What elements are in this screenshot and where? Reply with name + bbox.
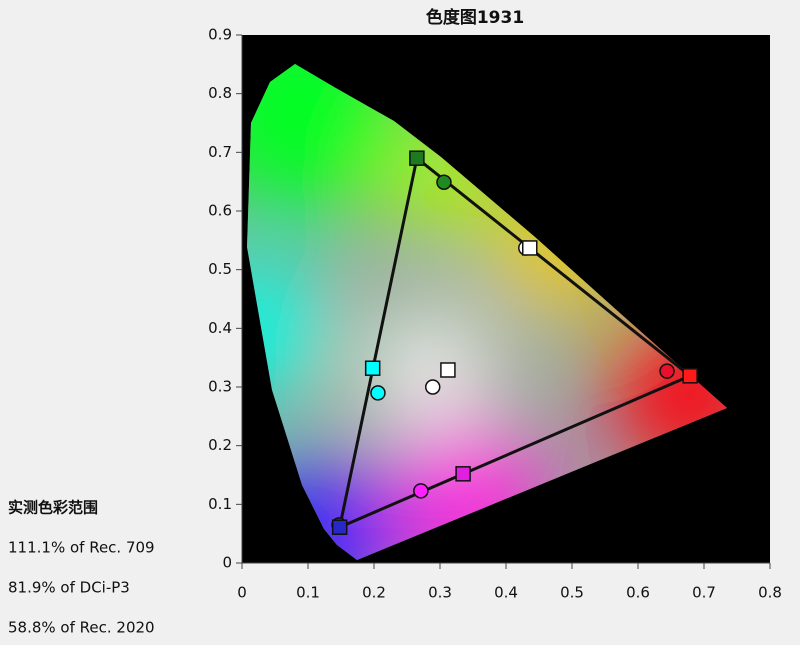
- y-tick-label: 0.9: [208, 26, 232, 44]
- x-tick-label: 0: [237, 584, 247, 602]
- measured-point: [659, 363, 675, 379]
- y-tick-label: 0: [222, 554, 232, 572]
- annotation: 58.8% of Rec. 2020: [8, 619, 155, 637]
- x-tick-label: 0.4: [494, 584, 518, 602]
- x-tick-label: 0.8: [758, 584, 782, 602]
- target-point: [455, 466, 471, 482]
- target-point: [522, 240, 538, 256]
- target-point: [682, 368, 698, 384]
- target-point: [331, 519, 348, 535]
- y-tick-label: 0.4: [208, 319, 232, 337]
- annotation: 111.1% of Rec. 709: [8, 539, 155, 557]
- annotation: 实测色彩范围: [8, 499, 98, 517]
- chart-title: 色度图1931: [426, 7, 524, 28]
- measured-point: [370, 385, 386, 401]
- x-tick-label: 0.3: [428, 584, 452, 602]
- x-tick-label: 0.2: [362, 584, 386, 602]
- x-tick-label: 0.5: [560, 584, 584, 602]
- y-tick-label: 0.5: [208, 260, 232, 278]
- measured-point: [424, 379, 441, 395]
- target-point: [409, 150, 425, 166]
- target-point: [364, 360, 381, 376]
- y-tick-label: 0.7: [208, 143, 232, 161]
- y-tick-label: 0.2: [208, 436, 232, 454]
- measured-point: [413, 483, 429, 499]
- x-tick-label: 0.1: [296, 584, 320, 602]
- target-point: [440, 362, 456, 378]
- y-tick-label: 0.3: [208, 378, 232, 396]
- x-tick-label: 0.7: [692, 584, 716, 602]
- measured-point: [436, 174, 452, 191]
- y-tick-label: 0.1: [208, 495, 232, 513]
- y-tick-label: 0.8: [208, 84, 232, 102]
- gamut-triangle: [337, 155, 694, 530]
- y-tick-label: 0.6: [208, 202, 232, 220]
- x-tick-label: 0.6: [626, 584, 650, 602]
- annotation: 81.9% of DCi-P3: [8, 579, 130, 597]
